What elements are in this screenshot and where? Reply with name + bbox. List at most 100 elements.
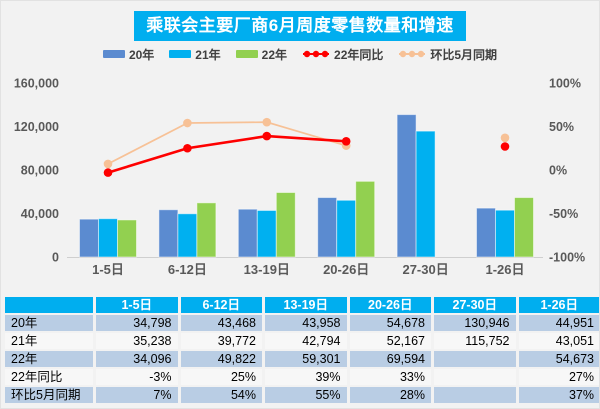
- legend-label: 环比5月同期: [430, 47, 498, 62]
- line-marker-yoy-icon: [303, 50, 330, 58]
- row-label: 22年同比: [5, 369, 93, 385]
- bars-2022-0: [117, 219, 137, 258]
- chart-title: 乘联会主要厂商6月周度零售数量和增速: [134, 11, 466, 42]
- x-tick-label: 1-26日: [485, 262, 524, 277]
- legend-label: 22年同比: [334, 47, 384, 62]
- legend-label: 22年: [261, 47, 288, 62]
- y-left-tick-label: 0: [52, 251, 59, 265]
- bars-2022-2: [275, 192, 296, 258]
- line-yoy-2022-point-5: [500, 142, 510, 151]
- legend-label: 20年: [128, 47, 155, 62]
- bars-2020-2: [237, 208, 258, 258]
- x-tick-label: 20-26日: [323, 262, 369, 277]
- y-right-tick-label: 100%: [549, 77, 581, 91]
- row-label: 22年: [5, 351, 93, 367]
- table-cell: 55%: [265, 387, 347, 403]
- combo-chart: 160,000 120,000 80,000 40,000 0 100% 50% 0% -50%…: [14, 77, 585, 278]
- row-label: 20年: [5, 315, 93, 331]
- table-cell: 54,673: [518, 351, 599, 367]
- table-cell: 43,051: [518, 333, 599, 349]
- y-right-tick-label: 0%: [549, 164, 567, 178]
- y-right-tick-label: 50%: [549, 120, 574, 134]
- x-tick-label: 6-12日: [168, 262, 207, 277]
- table-cell: 7%: [96, 387, 178, 403]
- y-left-tick-label: 120,000: [14, 120, 59, 134]
- table-cell: 69,594: [349, 351, 431, 367]
- y-right-tick-label: -100%: [549, 251, 585, 265]
- legend-item-2020: 20年: [102, 46, 155, 63]
- table-cell: 115,752: [434, 333, 516, 349]
- table-cell: 34,798: [96, 315, 178, 331]
- table-row: 22年同比 -3% 25% 39% 33% 27%: [5, 369, 599, 385]
- table-cell: 27%: [518, 369, 599, 385]
- table-header-row: 1-5日 6-12日 13-19日 20-26日 27-30日 1-26日: [5, 297, 599, 313]
- table-cell: 42,794: [265, 333, 347, 349]
- bar-swatch-2022-icon: [235, 50, 258, 58]
- x-tick-label: 1-5日: [92, 262, 124, 277]
- y-left-tick-label: 160,000: [14, 77, 59, 91]
- row-label: 环比5月同期: [5, 387, 93, 403]
- bars-2020-5: [476, 207, 496, 258]
- table-row: 20年 34,798 43,468 43,958 54,678 130,946 44,951: [5, 315, 599, 331]
- line-marker-mom-icon: [399, 50, 426, 58]
- bars-2020-4: [396, 114, 417, 258]
- title-bar: 乘联会主要厂商6月周度零售数量和增速: [1, 11, 599, 42]
- table-row: 22年 34,096 49,822 59,301 69,594 54,673: [5, 351, 599, 367]
- table-cell: 59,301: [265, 351, 347, 367]
- line-mom-vs-may-point-5: [500, 133, 510, 143]
- table-cell: 43,468: [180, 315, 262, 331]
- legend-label: 21年: [195, 47, 221, 62]
- table-header-cell: 1-5日: [96, 297, 178, 313]
- table-cell: -3%: [96, 369, 178, 385]
- legend-item-2022: 22年: [235, 46, 288, 63]
- line-yoy-2022: [107, 134, 347, 174]
- legend-item-yoy: 22年同比: [302, 46, 383, 63]
- table-header-cell: 6-12日: [180, 297, 262, 313]
- table-header-cell: 13-19日: [265, 297, 347, 313]
- table-row: 环比5月同期 7% 54% 55% 28% 37%: [5, 387, 599, 403]
- data-table: 1-5日 6-12日 13-19日 20-26日 27-30日 1-26日 20年 34,79…: [2, 295, 599, 405]
- bars-2021-0: [98, 218, 118, 258]
- x-tick-label: 13-19日: [244, 262, 290, 277]
- table-row: 21年 35,238 39,772 42,794 52,167 115,752 43,051: [5, 333, 599, 349]
- bars-2020-1: [158, 209, 179, 258]
- bars-2021-5: [495, 209, 515, 258]
- bars-2022-1: [196, 202, 217, 258]
- bars-2021-3: [336, 199, 357, 258]
- bars-2022-5: [514, 197, 534, 258]
- line-mom-vs-may-point-0: [103, 159, 113, 169]
- bars-2021-1: [177, 213, 198, 258]
- table-cell: 39%: [265, 369, 347, 385]
- table-cell: 43,958: [265, 315, 347, 331]
- bars-2020-0: [79, 218, 99, 258]
- bar-swatch-2021-icon: [169, 50, 192, 58]
- table-cell: 130,946: [434, 315, 516, 331]
- table-cell: 52,167: [349, 333, 431, 349]
- x-tick-label: 27-30日: [402, 262, 448, 277]
- legend-item-mom-vs-may: 环比5月同期: [398, 46, 497, 63]
- table-cell: 39,772: [180, 333, 262, 349]
- table-header-cell: 1-26日: [518, 297, 599, 313]
- table-cell: 37%: [518, 387, 599, 403]
- table-cell: 54,678: [349, 315, 431, 331]
- line-mom-vs-may: [107, 121, 347, 165]
- line-yoy-2022-point-3: [341, 136, 351, 146]
- bars-2021-2: [256, 209, 277, 258]
- line-yoy-2022-point-2: [262, 131, 272, 141]
- table-cell: 54%: [180, 387, 262, 403]
- y-left-tick-label: 40,000: [21, 207, 59, 221]
- table-cell: [434, 387, 516, 403]
- line-yoy-2022-point-0: [103, 168, 113, 177]
- table-cell: 25%: [180, 369, 262, 385]
- table-cell: 34,096: [96, 351, 178, 367]
- table-cell: 49,822: [180, 351, 262, 367]
- table-cell: 33%: [349, 369, 431, 385]
- table-cell: 35,238: [96, 333, 178, 349]
- bars-2021-4: [415, 130, 436, 258]
- y-right-tick-label: -50%: [549, 207, 578, 221]
- table-cell: [434, 369, 516, 385]
- bars-2022-3: [355, 180, 376, 258]
- line-mom-vs-may-point-1: [183, 118, 192, 128]
- table-header-cell: 27-30日: [434, 297, 516, 313]
